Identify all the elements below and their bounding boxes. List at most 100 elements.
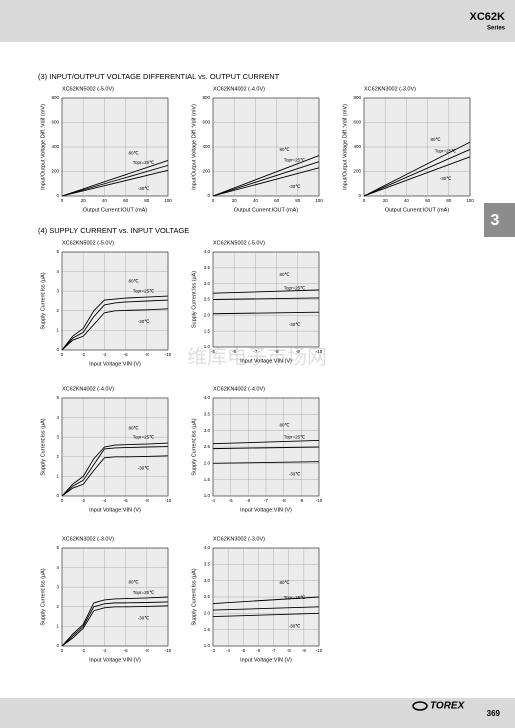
x-tick-label: -6 — [124, 498, 128, 503]
x-tick-label: -8 — [282, 498, 286, 503]
y-tick-label: 2 — [56, 308, 59, 313]
x-tick-label: 0 — [61, 198, 64, 203]
series-line — [61, 164, 169, 197]
y-tick-label: 0 — [207, 193, 210, 198]
x-tick-label: -8 — [145, 648, 149, 653]
x-tick-label: -4 — [102, 648, 106, 653]
y-tick-label: 1.0 — [204, 344, 211, 349]
section-title: (3) INPUT/OUTPUT VOLTAGE DIFFERENTIAL vs… — [38, 72, 280, 81]
y-tick-label: 5 — [56, 545, 59, 550]
x-tick-label: 40 — [404, 198, 410, 203]
y-axis-label: Input/Output Voltage Diff.:Vdif (mV) — [40, 104, 46, 190]
y-tick-label: 2.5 — [204, 594, 211, 599]
y-tick-label: 5 — [56, 249, 59, 254]
x-tick-label: -6 — [246, 498, 250, 503]
y-tick-label: 0 — [358, 193, 361, 198]
header-title: XC62K — [470, 11, 506, 23]
x-tick-label: 60 — [425, 198, 431, 203]
series-line — [212, 311, 320, 315]
x-tick-label: -9 — [299, 498, 303, 503]
series-label: Topr=25℃ — [284, 595, 306, 600]
series-label: Topr=25℃ — [284, 286, 306, 291]
y-axis-label: Supply Current:Iss (μA) — [40, 418, 46, 475]
y-tick-label: 3 — [56, 584, 59, 589]
x-tick-label: -4 — [226, 648, 230, 653]
x-tick-label: -8 — [275, 349, 279, 354]
series-label: 80℃ — [128, 579, 139, 584]
x-axis-label: Input Voltage:VIN (V) — [89, 657, 141, 663]
series-line — [61, 160, 169, 197]
section-title: (4) SUPPLY CURRENT vs. INPUT VOLTAGE — [38, 226, 189, 235]
series-label: Topr=25℃ — [133, 288, 155, 293]
series-label: Topr=25℃ — [284, 157, 306, 162]
x-tick-label: 0 — [61, 498, 64, 503]
y-tick-label: 4 — [56, 415, 59, 420]
y-axis-label: Supply Current:Iss (μA) — [191, 418, 197, 475]
x-tick-label: -4 — [102, 352, 106, 357]
series-label: 80℃ — [430, 137, 441, 142]
series-line — [61, 169, 169, 197]
x-axis-label: Output Current:IOUT (mA) — [234, 207, 299, 213]
x-tick-label: -8 — [145, 498, 149, 503]
y-tick-label: 2.0 — [204, 313, 211, 318]
chart-title: XC62KN3002 (-3.0V) — [364, 86, 416, 92]
series-label: -30℃ — [138, 616, 151, 621]
y-tick-label: 1 — [56, 474, 59, 479]
x-axis-label: Input Voltage:VIN (V) — [240, 507, 292, 513]
y-axis-label: Supply Current:Iss (μA) — [40, 272, 46, 329]
series-label: -30℃ — [289, 471, 302, 476]
x-tick-label: -2 — [81, 498, 85, 503]
logo-mark — [412, 701, 428, 711]
y-tick-label: 3.0 — [204, 281, 211, 286]
y-axis-label: Supply Current:Iss (μA) — [191, 271, 197, 328]
series-label: 80℃ — [128, 151, 139, 156]
chart-title: XC62KN5002 (-5.0V) — [62, 240, 114, 246]
chart-title: XC62KN4002 (-4.0V) — [62, 386, 114, 392]
x-tick-label: 0 — [61, 648, 64, 653]
x-tick-label: -4 — [102, 498, 106, 503]
watermark: 维库电子市场网 — [187, 345, 327, 369]
y-tick-label: 4 — [56, 269, 59, 274]
x-tick-label: -10 — [165, 648, 172, 653]
series-line — [212, 289, 320, 294]
series-label: Topr=25℃ — [133, 434, 155, 439]
x-tick-label: -5 — [241, 648, 245, 653]
y-tick-label: 400 — [51, 144, 59, 149]
series-line — [363, 141, 471, 197]
y-tick-label: 1.5 — [204, 477, 211, 482]
y-tick-label: 2.0 — [204, 461, 211, 466]
series-line — [61, 295, 169, 351]
x-tick-label: 20 — [81, 198, 87, 203]
series-line — [212, 440, 320, 445]
footer-band — [0, 698, 515, 728]
y-tick-label: 3.0 — [204, 578, 211, 583]
series-line — [212, 446, 320, 450]
x-tick-label: -10 — [316, 648, 323, 653]
y-tick-label: 0 — [56, 643, 59, 648]
y-tick-label: 0 — [56, 347, 59, 352]
chapter-number: 3 — [491, 212, 500, 229]
series-line — [212, 297, 320, 300]
x-tick-label: 60 — [123, 198, 129, 203]
y-tick-label: 400 — [202, 144, 210, 149]
chart-title: XC62KN5002 (-5.0V) — [62, 86, 114, 92]
x-tick-label: -2 — [81, 648, 85, 653]
x-tick-label: -7 — [272, 648, 276, 653]
x-tick-label: 80 — [144, 198, 150, 203]
series-label: 80℃ — [279, 422, 290, 427]
y-tick-label: 2 — [56, 454, 59, 459]
header-subtitle: Series — [487, 26, 506, 32]
y-tick-label: 800 — [353, 95, 361, 100]
x-tick-label: 40 — [253, 198, 259, 203]
series-label: -30℃ — [289, 623, 302, 628]
y-tick-label: 1.0 — [204, 643, 211, 648]
x-tick-label: 0 — [61, 352, 64, 357]
chart-title: XC62KN5002 (-5.0V) — [213, 240, 265, 246]
series-line — [363, 156, 471, 197]
x-tick-label: -7 — [253, 349, 257, 354]
y-axis-label: Input/Output Voltage Diff.:Vdif (mV) — [342, 104, 348, 190]
page-number: 369 — [487, 709, 501, 718]
series-line — [212, 167, 320, 197]
series-line — [61, 601, 169, 647]
